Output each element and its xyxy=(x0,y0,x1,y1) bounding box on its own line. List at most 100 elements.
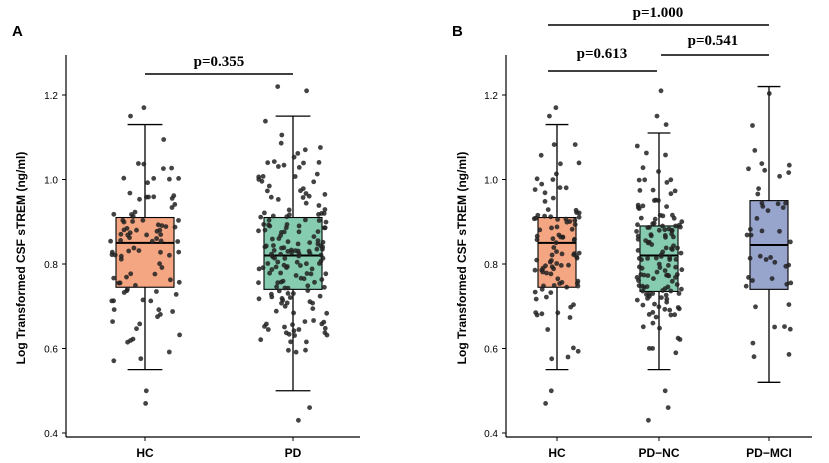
data-point xyxy=(289,247,294,253)
y-ticks-b: 0.4 0.6 0.8 1.0 1.2 xyxy=(484,91,506,440)
data-point xyxy=(634,297,640,303)
data-point xyxy=(118,238,123,243)
data-point xyxy=(176,176,182,181)
data-point xyxy=(675,245,680,251)
data-point xyxy=(746,166,751,172)
data-point xyxy=(679,219,685,225)
data-point xyxy=(169,165,175,171)
data-point xyxy=(751,354,757,360)
data-point xyxy=(544,294,549,300)
data-point xyxy=(132,209,138,215)
data-point xyxy=(783,200,788,206)
data-point xyxy=(755,191,761,197)
data-point xyxy=(772,259,778,265)
data-point xyxy=(678,250,684,256)
y-tick-label: 0.8 xyxy=(44,260,58,271)
data-point xyxy=(575,348,581,354)
data-point xyxy=(303,217,308,223)
panel-letter-b: B xyxy=(452,23,463,40)
data-point xyxy=(534,176,540,182)
data-point xyxy=(292,174,298,179)
data-point xyxy=(311,318,316,323)
data-point xyxy=(669,228,675,233)
data-point xyxy=(304,261,309,267)
data-point xyxy=(532,187,538,193)
data-point xyxy=(265,327,271,332)
data-point xyxy=(128,113,133,119)
data-point xyxy=(316,218,322,223)
data-point xyxy=(141,161,147,167)
data-point xyxy=(275,280,281,286)
data-point xyxy=(137,196,142,202)
data-point xyxy=(762,167,768,173)
data-point xyxy=(320,246,325,252)
data-point xyxy=(654,269,660,275)
data-point xyxy=(743,283,749,289)
data-point xyxy=(125,339,130,345)
data-point xyxy=(271,248,277,253)
data-point xyxy=(127,235,132,241)
data-point xyxy=(650,187,656,193)
data-point xyxy=(260,174,266,179)
data-point xyxy=(637,188,643,193)
panel-a: A Log Transformed CSF sTREM (ng/ml) 0.4 … xyxy=(12,23,360,460)
data-point xyxy=(666,263,671,268)
data-point xyxy=(666,273,672,279)
data-point xyxy=(541,283,546,289)
box-pd-mci xyxy=(743,85,794,383)
data-point xyxy=(261,222,267,227)
data-point xyxy=(134,326,139,332)
data-point xyxy=(571,345,576,351)
data-point xyxy=(291,310,296,316)
y-axis-title-b: Log Transformed CSF sTREM (ng/ml) xyxy=(455,152,469,365)
data-point xyxy=(668,288,674,294)
data-point xyxy=(169,205,175,210)
data-point xyxy=(651,276,656,281)
data-point xyxy=(759,228,765,234)
data-point xyxy=(572,236,577,242)
data-point xyxy=(296,229,302,235)
data-point xyxy=(298,263,303,268)
data-point xyxy=(262,244,268,250)
data-point xyxy=(296,251,302,257)
panel-letter-a: A xyxy=(12,23,23,40)
data-point xyxy=(642,177,648,183)
data-point xyxy=(265,261,271,266)
x-tick-label-hc: HC xyxy=(548,446,566,460)
data-point xyxy=(126,248,132,254)
data-point xyxy=(572,142,578,148)
data-point xyxy=(640,288,646,294)
data-point xyxy=(270,253,276,259)
data-point xyxy=(316,203,322,208)
data-point xyxy=(566,262,571,268)
data-point xyxy=(656,169,661,174)
data-point xyxy=(305,288,311,293)
data-point xyxy=(672,312,678,318)
significance-bracket: p=1.000 xyxy=(548,5,769,26)
data-point xyxy=(319,277,325,282)
data-point xyxy=(302,147,308,153)
data-point xyxy=(663,122,669,127)
data-point xyxy=(558,263,564,268)
data-point xyxy=(282,303,288,309)
data-point xyxy=(169,196,175,201)
data-point xyxy=(646,417,651,423)
data-point xyxy=(766,91,772,96)
data-point xyxy=(130,214,136,219)
data-point xyxy=(664,204,669,210)
data-point xyxy=(263,118,268,124)
data-point xyxy=(318,145,323,150)
data-point xyxy=(639,265,645,271)
data-point xyxy=(260,265,266,271)
y-tick-label: 0.4 xyxy=(484,429,498,440)
data-point xyxy=(635,202,641,208)
box-pd-nc xyxy=(634,88,685,423)
data-point xyxy=(645,256,650,261)
data-point xyxy=(265,188,270,194)
data-point xyxy=(286,207,292,213)
data-point xyxy=(532,289,538,295)
data-point xyxy=(532,267,538,273)
data-point xyxy=(273,308,279,314)
data-point xyxy=(656,304,662,310)
